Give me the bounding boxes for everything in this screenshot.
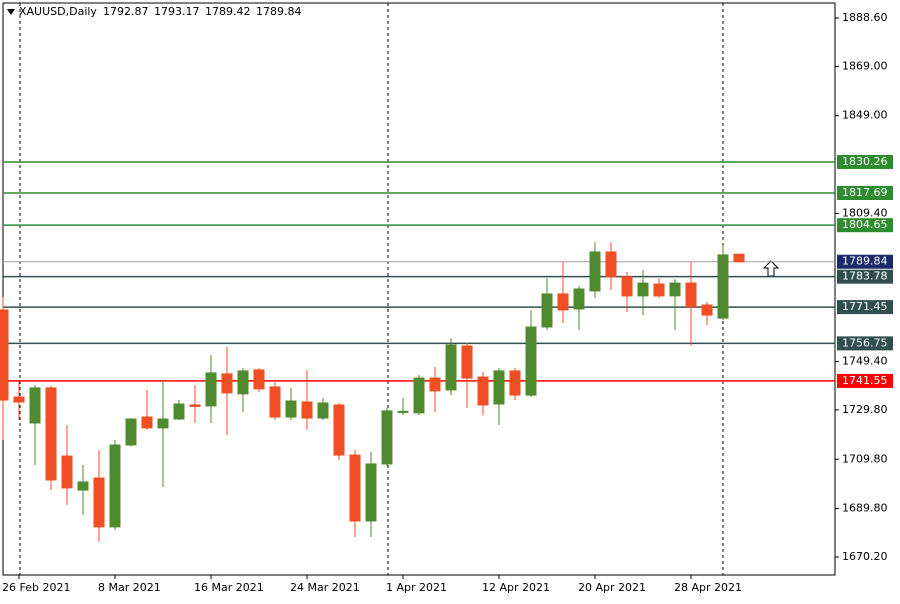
- candle-body: [557, 293, 569, 311]
- candle-body: [493, 370, 505, 405]
- chart-title: XAUUSD,Daily: [19, 5, 97, 18]
- candle-body: [525, 326, 537, 396]
- candle-body: [93, 477, 105, 528]
- menu-triangle[interactable]: [7, 9, 15, 15]
- level-label: 1830.26: [842, 155, 888, 168]
- candle-body: [237, 370, 249, 395]
- price-label-box: [837, 254, 893, 269]
- x-tick-label: 28 Apr 2021: [674, 581, 742, 594]
- level-label-box: [837, 373, 893, 388]
- x-tick-label: 16 Mar 2021: [194, 581, 264, 594]
- candle-body: [717, 254, 729, 319]
- level-label-box: [837, 269, 893, 284]
- candle-body: [701, 304, 713, 316]
- x-tick-label: 26 Feb 2021: [2, 581, 70, 594]
- candle-body: [365, 463, 377, 522]
- candle-body: [349, 454, 361, 522]
- x-tick-label: 12 Apr 2021: [482, 581, 550, 594]
- candle-body: [221, 373, 233, 394]
- candle-body: [445, 344, 457, 391]
- candle-body: [301, 401, 313, 419]
- y-tick-label: 1809.40: [842, 206, 888, 219]
- candle-body: [253, 369, 265, 390]
- x-tick-label: 20 Apr 2021: [578, 581, 646, 594]
- y-tick-label: 1749.40: [842, 355, 888, 368]
- y-tick-label: 1888.60: [842, 11, 888, 24]
- candle-body: [653, 283, 665, 297]
- candle-body: [13, 396, 25, 403]
- candle-body: [573, 288, 585, 310]
- candle-body: [477, 376, 489, 406]
- candle-body: [141, 416, 153, 429]
- candle-body: [205, 372, 217, 407]
- candle-body: [413, 377, 425, 414]
- candle-body: [669, 282, 681, 297]
- candle-body: [333, 404, 345, 456]
- level-label: 1804.65: [842, 218, 888, 231]
- ohlc-close: 1789.84: [256, 5, 302, 18]
- ohlc-low: 1789.42: [205, 5, 251, 18]
- candle-body: [637, 282, 649, 297]
- candle-body: [621, 276, 633, 297]
- candle-body: [605, 251, 617, 278]
- candle-body: [29, 387, 41, 424]
- candle-body: [397, 410, 409, 413]
- level-label: 1771.45: [842, 300, 888, 313]
- ohlc-open: 1792.87: [103, 5, 149, 18]
- candle-body: [109, 444, 121, 528]
- level-label-box: [837, 186, 893, 201]
- candle-body: [461, 345, 473, 379]
- y-tick-label: 1729.80: [842, 403, 888, 416]
- y-tick-label: 1689.80: [842, 502, 888, 515]
- candle-body: [0, 309, 9, 401]
- price-label: 1789.84: [842, 255, 888, 268]
- candle-body: [157, 418, 169, 429]
- x-tick-label: 1 Apr 2021: [386, 581, 447, 594]
- candle-body: [189, 404, 201, 407]
- candle-body: [77, 481, 89, 491]
- candle-body: [125, 418, 137, 446]
- candle-body: [317, 402, 329, 419]
- x-tick-label: 24 Mar 2021: [290, 581, 360, 594]
- level-label-box: [837, 336, 893, 351]
- candle-body: [509, 370, 521, 396]
- candle-body: [589, 251, 601, 292]
- candle-body: [541, 293, 553, 328]
- level-label-box: [837, 300, 893, 315]
- candle-body: [269, 386, 281, 418]
- level-label-box: [837, 154, 893, 169]
- candle-body: [285, 400, 297, 418]
- candle-body: [61, 455, 73, 489]
- y-tick-label: 1709.80: [842, 452, 888, 465]
- candle-body: [733, 253, 745, 263]
- y-tick-label: 1849.00: [842, 109, 888, 122]
- candle-body: [685, 282, 697, 308]
- candle-body: [173, 403, 185, 420]
- level-label: 1756.75: [842, 336, 888, 349]
- x-tick-label: 8 Mar 2021: [98, 581, 161, 594]
- level-label-box: [837, 218, 893, 233]
- candle-body: [429, 377, 441, 392]
- y-tick-label: 1869.00: [842, 59, 888, 72]
- level-label: 1741.55: [842, 374, 888, 387]
- candle-body: [45, 387, 57, 481]
- y-tick-label: 1670.20: [842, 550, 888, 563]
- candle-body: [381, 410, 393, 465]
- plot-frame: [2, 2, 836, 576]
- ohlc-high: 1793.17: [154, 5, 200, 18]
- level-label: 1817.69: [842, 186, 888, 199]
- level-label: 1783.78: [842, 270, 888, 283]
